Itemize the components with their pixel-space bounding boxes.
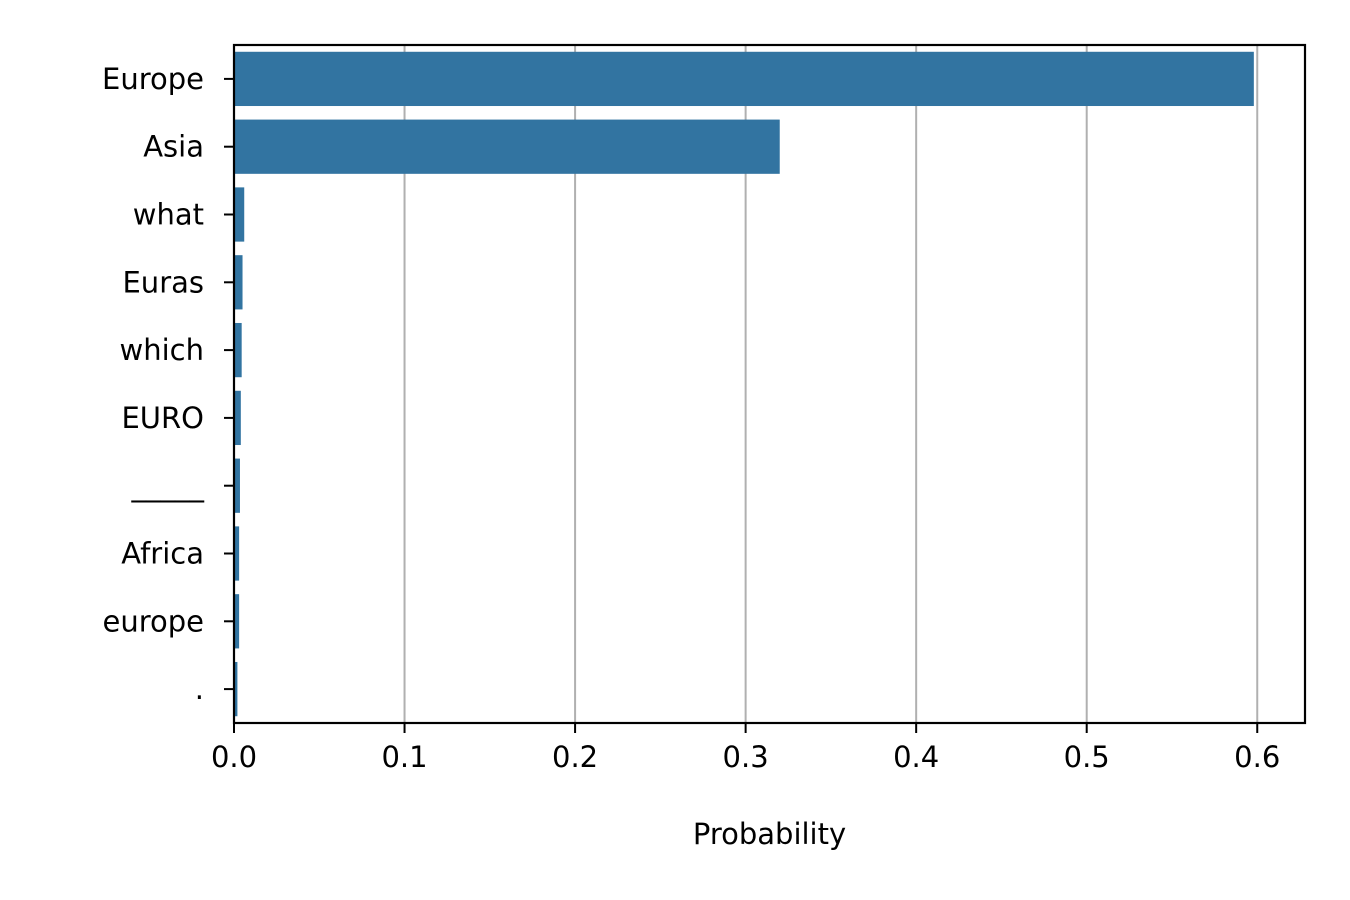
x-tick-label: 0.4 <box>893 740 939 774</box>
bar <box>234 661 238 717</box>
bar <box>234 390 241 446</box>
x-tick-label: 0.0 <box>211 740 257 774</box>
x-tick-label: 0.6 <box>1234 740 1280 774</box>
y-tick-label: what <box>133 198 204 232</box>
x-tick-label: 0.5 <box>1064 740 1110 774</box>
bar <box>234 187 245 242</box>
y-axis-ticks: Europe Asia what Euras which EURO _____ Africa e… <box>102 62 234 706</box>
x-tick-label: 0.3 <box>723 740 769 774</box>
y-tick-label: Asia <box>143 130 204 164</box>
bar <box>234 119 780 174</box>
bar <box>234 255 243 310</box>
y-tick-label: which <box>120 333 204 367</box>
bar <box>234 526 240 581</box>
x-axis-label: Probability <box>693 817 846 851</box>
y-tick-label: . <box>195 672 204 706</box>
y-tick-label: Europe <box>102 62 204 96</box>
x-axis-ticks: 0.0 0.1 0.2 0.3 0.4 0.5 0.6 <box>211 723 1280 774</box>
bar <box>234 322 242 378</box>
y-tick-label: europe <box>103 604 205 638</box>
y-tick-label: EURO <box>121 401 204 435</box>
y-tick-label: _____ <box>131 469 205 503</box>
bar <box>234 51 1254 107</box>
y-tick-label: Africa <box>121 537 204 571</box>
x-tick-label: 0.1 <box>381 740 427 774</box>
y-tick-label: Euras <box>122 265 204 299</box>
bar <box>234 594 240 649</box>
x-tick-label: 0.2 <box>552 740 598 774</box>
bars <box>234 51 1254 717</box>
bar <box>234 458 240 513</box>
plot-frame <box>232 43 1307 725</box>
